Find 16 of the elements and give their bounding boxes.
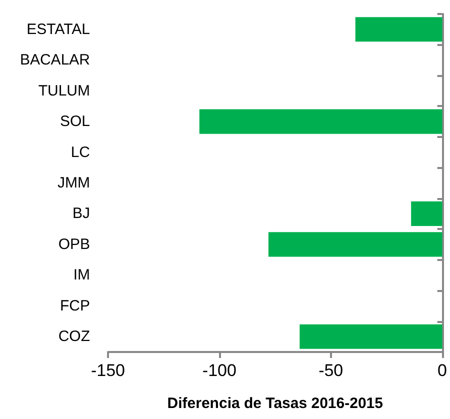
y-tick-label: FCP bbox=[60, 297, 90, 314]
y-tick-label: IM bbox=[73, 266, 90, 284]
x-axis-title: Diferencia de Tasas 2016-2015 bbox=[167, 395, 383, 412]
y-tick-label: BJ bbox=[72, 205, 90, 222]
x-tick-label: 0 bbox=[438, 361, 448, 380]
x-tick-label: -100 bbox=[202, 361, 236, 380]
y-tick-label: COZ bbox=[58, 328, 90, 346]
y-tick-label: JMM bbox=[58, 174, 90, 192]
x-tick-label: -50 bbox=[318, 361, 344, 380]
y-tick-label: ESTATAL bbox=[26, 20, 90, 38]
x-tick-label: -150 bbox=[90, 361, 126, 380]
y-tick-label: LC bbox=[70, 144, 90, 161]
y-tick-label: BACALAR bbox=[20, 52, 90, 69]
y-tick-label: SOL bbox=[60, 113, 90, 130]
y-tick-label: OPB bbox=[58, 236, 90, 253]
y-tick-label: TULUM bbox=[38, 82, 90, 100]
